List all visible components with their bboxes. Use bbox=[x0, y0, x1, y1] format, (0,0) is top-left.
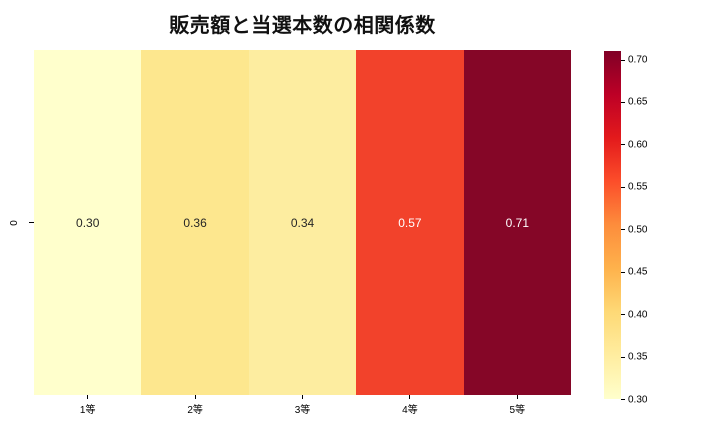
colorbar-tick-mark bbox=[621, 271, 625, 273]
colorbar-tick-mark bbox=[621, 314, 625, 316]
x-axis-slot: 3等 bbox=[249, 395, 356, 416]
heatmap-cell: 0.71 bbox=[463, 50, 572, 395]
colorbar-tick-label: 0.65 bbox=[628, 96, 648, 108]
colorbar-tick-label: 0.30 bbox=[628, 394, 648, 405]
colorbar-tick-label: 0.70 bbox=[628, 54, 648, 66]
y-tick-mark bbox=[29, 222, 34, 223]
cell-value-label: 0.57 bbox=[398, 215, 422, 230]
x-tick-label: 4等 bbox=[402, 405, 418, 416]
chart-title: 販売額と当選本数の相関係数 bbox=[169, 15, 436, 37]
colorbar-tick-label: 0.35 bbox=[628, 351, 648, 363]
x-axis-slot: 2等 bbox=[141, 395, 248, 416]
colorbar-tick-mark bbox=[621, 59, 625, 61]
heatmap: 0.30 0.36 0.34 0.57 0.71 bbox=[34, 50, 572, 395]
x-tick-mark bbox=[87, 395, 89, 399]
x-tick-mark bbox=[516, 395, 518, 399]
cell-value-label: 0.36 bbox=[183, 215, 207, 230]
colorbar-tick-mark bbox=[621, 101, 625, 103]
x-tick-mark bbox=[302, 395, 304, 399]
x-axis: 1等 2等 3等 4等 5等 bbox=[34, 395, 571, 416]
x-tick-label: 5等 bbox=[509, 405, 526, 416]
colorbar-tick-mark bbox=[621, 186, 625, 188]
x-tick-mark bbox=[194, 395, 196, 399]
colorbar-tick-mark bbox=[621, 356, 625, 358]
cell-value-label: 0.71 bbox=[505, 215, 529, 230]
y-tick-label: 0 bbox=[7, 220, 18, 226]
colorbar-tick-label: 0.45 bbox=[628, 266, 648, 278]
x-axis-slot: 5等 bbox=[464, 395, 571, 416]
colorbar-tick-mark bbox=[621, 144, 625, 146]
colorbar-tick-label: 0.55 bbox=[628, 181, 648, 193]
x-axis-slot: 4等 bbox=[356, 395, 463, 416]
x-axis-slot: 1等 bbox=[34, 395, 141, 416]
colorbar-tick-label: 0.60 bbox=[628, 139, 648, 151]
colorbar-tick-mark bbox=[621, 399, 625, 400]
colorbar-tick-mark bbox=[621, 229, 625, 231]
heatmap-cell: 0.30 bbox=[34, 50, 142, 395]
cell-value-label: 0.30 bbox=[76, 215, 100, 230]
colorbar-tick-label: 0.40 bbox=[628, 309, 648, 321]
x-tick-label: 2等 bbox=[187, 405, 203, 416]
x-tick-mark bbox=[409, 395, 411, 399]
heatmap-cell: 0.34 bbox=[248, 50, 357, 395]
heatmap-cell: 0.57 bbox=[356, 50, 464, 395]
colorbar bbox=[604, 51, 621, 399]
heatmap-cell: 0.36 bbox=[141, 50, 249, 395]
x-tick-label: 1等 bbox=[79, 405, 96, 416]
colorbar-tick-label: 0.50 bbox=[628, 224, 648, 236]
x-tick-label: 3等 bbox=[294, 405, 311, 416]
cell-value-label: 0.34 bbox=[290, 215, 315, 230]
